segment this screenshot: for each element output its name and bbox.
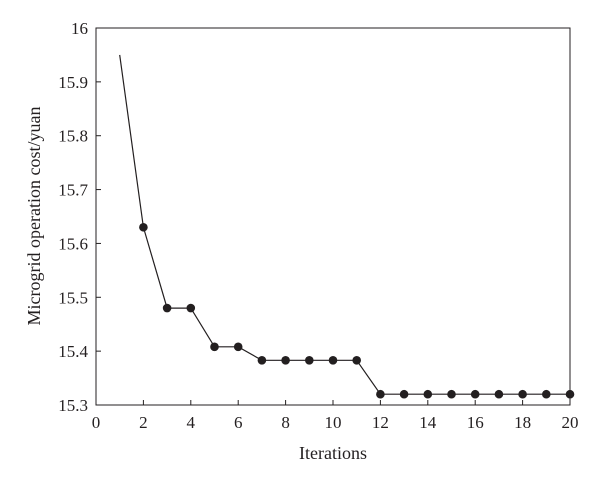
- y-tick-label: 15.8: [58, 127, 88, 146]
- data-point: [210, 342, 219, 352]
- plot-area: [95, 27, 571, 406]
- y-tick-label: 15.5: [58, 288, 88, 307]
- y-tick-label: 16: [71, 19, 88, 38]
- y-tick-label: 15.9: [58, 73, 88, 92]
- x-tick-label: 10: [325, 413, 342, 432]
- data-point: [328, 355, 338, 365]
- x-tick-label: 6: [234, 413, 243, 432]
- data-point: [352, 355, 362, 365]
- x-tick-label: 4: [187, 413, 196, 432]
- data-point: [423, 389, 433, 399]
- data-point: [470, 389, 480, 399]
- series-markers: [139, 222, 575, 399]
- data-point: [447, 389, 456, 399]
- data-point: [281, 355, 290, 365]
- data-point: [542, 389, 551, 399]
- data-point: [376, 389, 385, 399]
- y-tick-label: 15.4: [58, 342, 88, 361]
- x-tick-label: 16: [467, 413, 484, 432]
- y-axis-ticks: 15.3 15.4 15.5 15.6 15.7 15.8 15.9 16: [58, 19, 101, 415]
- data-point: [233, 342, 243, 352]
- x-tick-label: 20: [562, 413, 579, 432]
- y-tick-label: 15.3: [58, 396, 88, 415]
- x-tick-label: 2: [139, 413, 148, 432]
- data-point: [565, 389, 575, 399]
- x-tick-label: 12: [372, 413, 389, 432]
- y-tick-label: 15.7: [58, 181, 88, 200]
- x-axis-title: Iterations: [299, 443, 367, 463]
- x-tick-label: 8: [281, 413, 290, 432]
- x-tick-label: 0: [92, 413, 101, 432]
- data-point: [257, 355, 267, 365]
- y-axis-title: Microgrid operation cost/yuan: [24, 107, 44, 326]
- x-tick-label: 18: [514, 413, 531, 432]
- data-point: [139, 222, 148, 232]
- x-tick-label: 14: [419, 413, 437, 432]
- y-tick-label: 15.6: [58, 234, 88, 253]
- data-point: [518, 389, 527, 399]
- x-axis-ticks: 0 2 4 6 8 10 12 14 16 18 20: [92, 400, 579, 432]
- data-point: [399, 389, 409, 399]
- data-point: [162, 303, 172, 313]
- data-point: [494, 389, 504, 399]
- data-point: [305, 355, 314, 365]
- data-point: [186, 303, 196, 313]
